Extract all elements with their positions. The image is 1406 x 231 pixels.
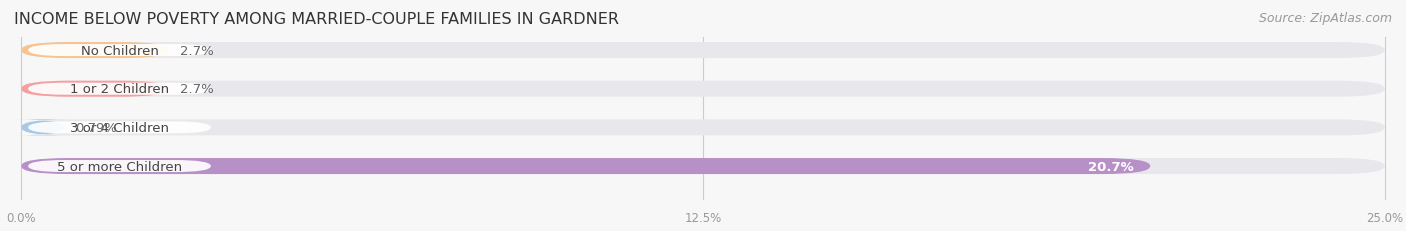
Text: INCOME BELOW POVERTY AMONG MARRIED-COUPLE FAMILIES IN GARDNER: INCOME BELOW POVERTY AMONG MARRIED-COUPL… [14,12,619,27]
Text: 2.7%: 2.7% [180,44,214,57]
Text: 1 or 2 Children: 1 or 2 Children [70,83,169,96]
Text: 12.5%: 12.5% [685,211,721,224]
Text: 0.79%: 0.79% [76,121,118,134]
Text: 3 or 4 Children: 3 or 4 Children [70,121,169,134]
Text: 20.7%: 20.7% [1088,160,1133,173]
Text: No Children: No Children [80,44,159,57]
Text: Source: ZipAtlas.com: Source: ZipAtlas.com [1258,12,1392,24]
Text: 5 or more Children: 5 or more Children [58,160,181,173]
Text: 2.7%: 2.7% [180,83,214,96]
Text: 25.0%: 25.0% [1367,211,1403,224]
Text: 0.0%: 0.0% [6,211,37,224]
